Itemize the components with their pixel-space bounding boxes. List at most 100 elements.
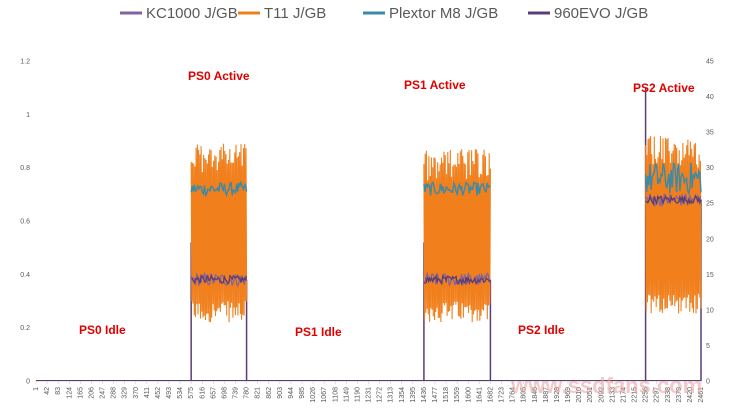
legend-label-0: KC1000 J/GB [146,5,238,22]
x-tick-label: 83 [55,387,62,395]
x-tick-label: 206 [88,387,95,399]
x-tick-label: 1805 [521,387,528,403]
x-tick-label: 739 [233,387,240,399]
x-tick-label: 452 [155,387,162,399]
x-tick-label: 2174 [620,387,627,403]
x-tick-label: 2133 [609,387,616,403]
y-left-tick-label: 0 [26,379,30,386]
x-tick-label: 780 [244,387,251,399]
y-right-tick-label: 35 [706,130,714,137]
x-tick-label: 1272 [377,387,384,403]
x-tick-label: 1846 [532,387,539,403]
x-tick-label: 1641 [476,387,483,403]
x-tick-label: 2092 [598,387,605,403]
x-tick-label: 944 [288,387,295,399]
x-tick-label: 1723 [499,387,506,403]
x-tick-label: 1887 [543,387,550,403]
x-tick-label: 411 [144,387,151,398]
chart-axes: 0 0.2 0.4 0.6 0.8 1 1.2 0 5 10 15 20 25 30 35 40 45 1 42 83… [20,59,714,403]
y-right-tick-label: 30 [706,165,714,172]
y-right-tick-label: 20 [706,236,714,243]
x-tick-label: 534 [177,387,184,399]
series-plextor-line [190,180,248,198]
y-left-tick-label: 0.6 [20,219,30,226]
x-tick-label: 1 [33,387,40,391]
series-plextor-line [644,162,702,196]
x-tick-label: 124 [66,387,73,399]
x-tick-label: 165 [77,387,84,399]
x-tick-label: 1477 [432,387,439,403]
watermark-text: www.ssdfans.com [510,373,702,398]
x-tick-label: 1067 [321,387,328,403]
plot-area [36,87,702,381]
x-tick-label: 1518 [443,387,450,403]
x-tick-label: 2051 [587,387,594,403]
x-tick-label: 1600 [465,387,472,403]
x-tick-label: 1354 [399,387,406,403]
x-tick-label: 616 [199,387,206,399]
annotation-ps2-idle: PS2 Idle [518,323,565,337]
phase-2 [644,87,702,381]
legend-label-1: T11 J/GB [264,5,326,22]
y-right-tick-label: 45 [706,59,714,66]
x-tick-label: 1190 [354,387,361,402]
annotation-ps1-active: PS1 Active [404,78,466,92]
x-tick-label: 698 [221,387,228,399]
x-tick-label: 1682 [487,387,494,403]
y-right-tick-label: 0 [706,379,710,386]
x-tick-label: 2420 [687,387,694,403]
x-tick-label: 2338 [665,387,672,403]
x-tick-label: 1231 [366,387,373,403]
x-tick-label: 42 [44,387,51,395]
annotation-ps1-idle: PS1 Idle [295,325,342,339]
x-tick-label: 821 [255,387,262,399]
legend-label-3: 960EVO J/GB [554,5,648,22]
annotation-ps2-active: PS2 Active [633,81,695,95]
series-960evo-line [191,274,248,285]
x-tick-label: 2461 [698,387,705,403]
x-tick-label: 1026 [310,387,317,403]
series-960evo-line [423,273,491,286]
x-tick-label: 329 [122,387,129,399]
y-right-tick-label: 5 [706,343,710,350]
y-right-tick-label: 15 [706,272,714,279]
x-tick-label: 985 [299,387,306,399]
x-tick-label: 862 [266,387,273,399]
x-tick-label: 493 [166,387,173,399]
chart-legend: KC1000 J/GB T11 J/GB Plextor M8 J/GB 960EVO… [120,5,648,22]
annotation-ps0-active: PS0 Active [188,69,250,83]
y-right-tick-label: 40 [706,94,714,101]
x-tick-label: 657 [210,387,217,399]
y-left-tick-label: 0.4 [20,272,30,279]
series-plextor-line [423,180,491,197]
x-tick-label: 1928 [554,387,561,403]
y-left-tick-label: 1.2 [20,59,30,66]
x-tick-label: 2215 [632,387,639,403]
annotation-ps0-idle: PS0 Idle [79,323,126,337]
x-tick-label: 2010 [576,387,583,403]
x-tick-label: 2256 [643,387,650,403]
x-tick-label: 1764 [510,387,517,403]
x-tick-label: 1436 [421,387,428,403]
x-tick-label: 288 [111,387,118,399]
y-right-tick-label: 25 [706,201,714,208]
series-960evo-line [645,194,702,206]
phase-0 [190,143,248,381]
x-tick-label: 1395 [410,387,417,403]
series-t11-line [190,143,248,323]
x-tick-label: 1969 [565,387,572,403]
x-tick-label: 247 [100,387,107,399]
x-tick-label: 2379 [676,387,683,403]
x-tick-label: 370 [133,387,140,399]
x-tick-label: 2297 [654,387,661,403]
y-left-tick-label: 0.2 [20,325,30,332]
x-tick-label: 903 [277,387,284,399]
y-left-tick-label: 0.8 [20,165,30,172]
x-tick-label: 575 [188,387,195,399]
y-left-tick-label: 1 [26,112,30,119]
x-tick-label: 1108 [332,387,339,402]
series-t11-line [423,149,491,323]
x-tick-label: 1149 [343,387,350,402]
y-right-tick-label: 10 [706,307,714,314]
legend-label-2: Plextor M8 J/GB [389,5,498,22]
